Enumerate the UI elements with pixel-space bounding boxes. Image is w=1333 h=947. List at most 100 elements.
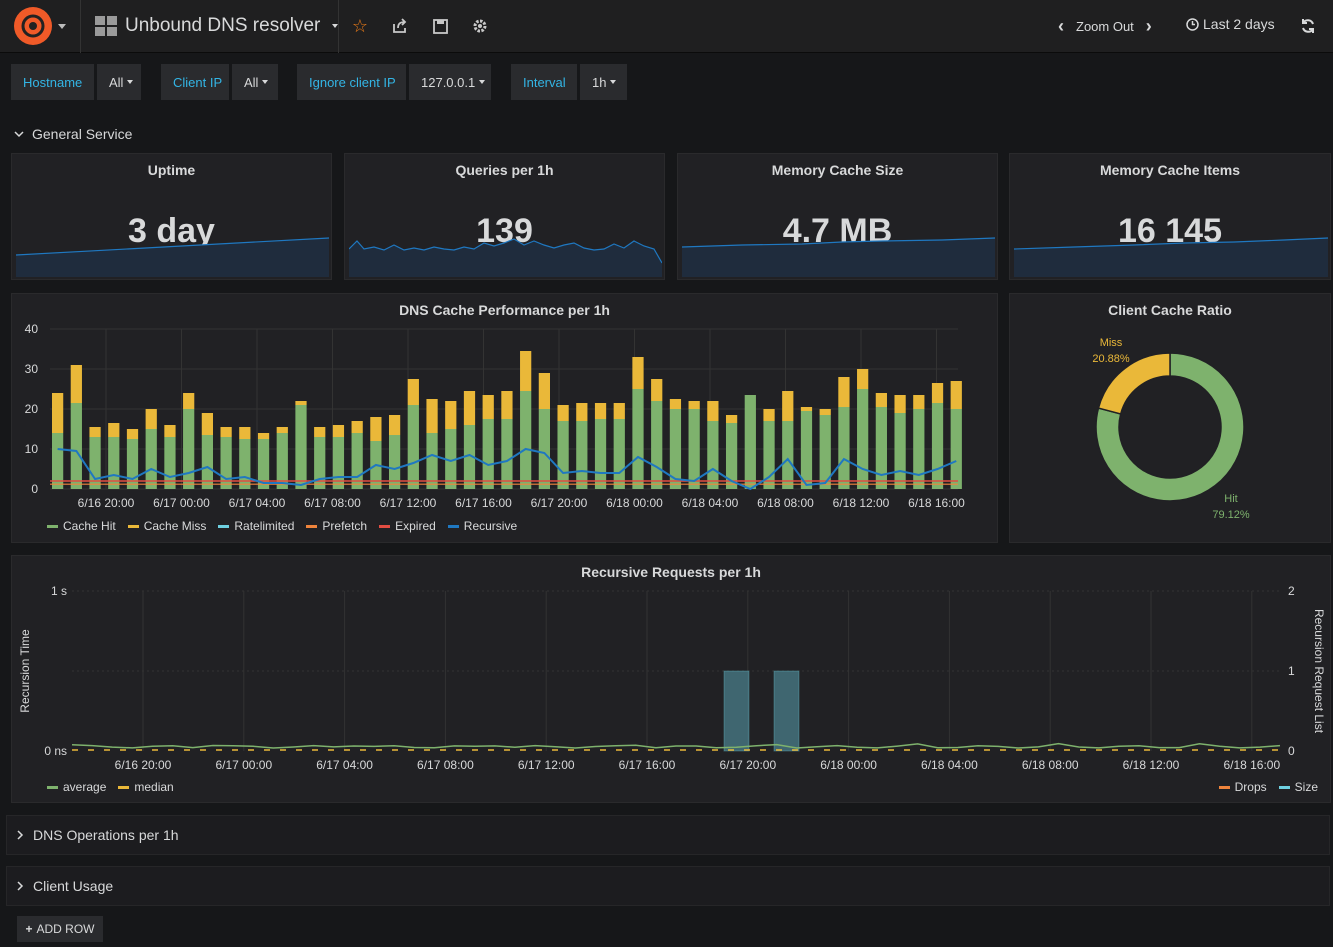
bar-cache-hit bbox=[52, 433, 64, 489]
y-tick-label: 0 ns bbox=[44, 744, 67, 758]
bar-cache-hit bbox=[725, 423, 738, 489]
row-dns-operations[interactable]: DNS Operations per 1h bbox=[6, 815, 1330, 855]
bar-cache-miss bbox=[201, 413, 214, 435]
variable-hostname-label: Hostname bbox=[11, 64, 94, 100]
bar-cache-miss bbox=[52, 393, 64, 433]
legend-label: Cache Miss bbox=[143, 519, 207, 533]
bar-cache-miss bbox=[388, 415, 401, 435]
bar-cache-hit bbox=[894, 413, 906, 489]
legend-label: Size bbox=[1294, 780, 1318, 794]
slice-label: Hit bbox=[1224, 493, 1237, 505]
row-client-usage[interactable]: Client Usage bbox=[6, 866, 1330, 906]
legend-item[interactable]: median bbox=[118, 780, 174, 794]
stat-value: 3 day bbox=[128, 212, 215, 250]
swatch bbox=[1278, 785, 1290, 789]
y-tick-label: 30 bbox=[25, 362, 39, 376]
bar-cache-miss bbox=[651, 379, 663, 401]
refresh-icon[interactable] bbox=[1296, 14, 1320, 38]
share-icon[interactable] bbox=[388, 14, 412, 38]
slice-percent: 20.88% bbox=[1092, 353, 1130, 365]
legend-item[interactable]: Prefetch bbox=[306, 519, 367, 533]
legend-item[interactable]: Size bbox=[1278, 780, 1318, 794]
row-title-text: Client Usage bbox=[33, 878, 114, 894]
variable-hostname-select[interactable]: All bbox=[97, 64, 141, 100]
variable-ignore-client-ip-select[interactable]: 127.0.0.1 bbox=[409, 64, 491, 100]
bar-cache-miss bbox=[426, 399, 438, 433]
bar-cache-hit bbox=[707, 421, 719, 489]
slice-percent: 79.12% bbox=[1212, 509, 1250, 521]
bar-cache-miss bbox=[239, 427, 251, 439]
bar-cache-miss bbox=[594, 403, 607, 419]
legend-item[interactable]: Cache Miss bbox=[127, 519, 207, 533]
bar-cache-miss bbox=[332, 425, 345, 437]
bar-cache-miss bbox=[950, 381, 962, 409]
grafana-logo-icon[interactable] bbox=[14, 7, 52, 45]
swatch bbox=[306, 524, 318, 528]
bar-cache-miss bbox=[557, 405, 569, 421]
x-tick-label: 6/17 08:00 bbox=[417, 758, 474, 772]
star-icon[interactable]: ☆ bbox=[351, 15, 369, 36]
bar-cache-hit bbox=[632, 389, 644, 489]
stat-panel-memory-cache-items[interactable]: Memory Cache Items 16 145 bbox=[1009, 153, 1331, 280]
bar-chart: 0 10 20 30 40 6/16 20:00 6/17 00:00 6/17 04:00 6… bbox=[25, 322, 966, 510]
panel-recursive-requests[interactable]: Recursive Requests per 1h 1 s 0 ns 2 1 0 Recu… bbox=[11, 555, 1331, 803]
bar-cache-hit bbox=[426, 433, 438, 489]
panel-client-cache-ratio[interactable]: Client Cache Ratio Miss 20.88% Hit 79.12% bbox=[1009, 293, 1331, 543]
sparkline bbox=[349, 238, 662, 277]
legend-label: Recursive bbox=[463, 519, 518, 533]
chevron-right-icon[interactable]: › bbox=[1145, 16, 1152, 36]
stat-panel-memory-cache-size[interactable]: Memory Cache Size 4.7 MB bbox=[677, 153, 998, 280]
legend-label: Expired bbox=[395, 519, 436, 533]
save-icon[interactable] bbox=[428, 14, 452, 38]
stat-panel-queries[interactable]: Queries per 1h 139 bbox=[344, 153, 665, 280]
panel-dns-cache-performance[interactable]: DNS Cache Performance per 1h 0 10 20 30 40 6/… bbox=[11, 293, 998, 543]
bar-cache-miss bbox=[707, 401, 719, 421]
divider bbox=[80, 0, 81, 53]
stat-panel-uptime[interactable]: Uptime 3 day bbox=[11, 153, 332, 280]
bar-cache-hit bbox=[613, 419, 625, 489]
legend-item[interactable]: Recursive bbox=[447, 519, 518, 533]
bar-cache-miss bbox=[576, 403, 588, 421]
legend-label: median bbox=[134, 780, 174, 794]
legend-label: Drops bbox=[1234, 780, 1267, 794]
swatch bbox=[47, 524, 58, 528]
panel-title: Queries per 1h bbox=[455, 162, 554, 178]
sparkline bbox=[16, 237, 329, 277]
bar-cache-miss bbox=[108, 423, 120, 437]
bar-cache-hit bbox=[276, 433, 288, 489]
legend-item[interactable]: Ratelimited bbox=[218, 519, 294, 533]
bar-size bbox=[773, 670, 800, 752]
bar-cache-hit bbox=[201, 435, 214, 489]
variable-client-ip-select[interactable]: All bbox=[232, 64, 278, 100]
swatch bbox=[47, 785, 58, 789]
zoom-out-button[interactable]: Zoom Out bbox=[1076, 19, 1134, 34]
dashboard-title[interactable]: Unbound DNS resolver bbox=[95, 15, 339, 37]
row-general-service[interactable]: General Service bbox=[14, 126, 132, 142]
time-range-label: Last 2 days bbox=[1203, 16, 1275, 32]
caret-down-icon bbox=[262, 80, 269, 84]
bar-cache-miss bbox=[931, 383, 944, 403]
bar-cache-hit bbox=[744, 395, 756, 489]
bar-cache-miss bbox=[370, 417, 382, 441]
panel-title: Memory Cache Items bbox=[1099, 162, 1241, 178]
legend-item[interactable]: average bbox=[47, 780, 106, 794]
add-row-button[interactable]: + ADD ROW bbox=[17, 916, 103, 942]
bar-cache-miss bbox=[782, 391, 794, 421]
bar-cache-miss bbox=[538, 373, 550, 409]
bar-cache-hit bbox=[463, 425, 476, 489]
legend-item[interactable]: Drops bbox=[1218, 780, 1267, 794]
bar-cache-hit bbox=[89, 437, 101, 489]
legend: Cache Hit Cache Miss Ratelimited Prefetch Ex… bbox=[47, 519, 517, 533]
chevron-down-icon bbox=[14, 131, 24, 138]
legend-item[interactable]: Cache Hit bbox=[47, 519, 116, 533]
time-picker[interactable]: Last 2 days bbox=[1186, 16, 1275, 32]
gear-icon[interactable] bbox=[468, 14, 492, 38]
legend-item[interactable]: Expired bbox=[379, 519, 436, 533]
variable-interval-select[interactable]: 1h bbox=[580, 64, 627, 100]
y2-axis-label: Recursion Request List bbox=[1312, 609, 1326, 734]
bar-cache-miss bbox=[725, 415, 738, 423]
series-line-recursive bbox=[57, 447, 957, 491]
pie-slice-hit bbox=[1095, 352, 1245, 502]
chevron-left-icon[interactable]: ‹ bbox=[1058, 16, 1064, 36]
chevron-down-icon[interactable] bbox=[58, 24, 66, 29]
